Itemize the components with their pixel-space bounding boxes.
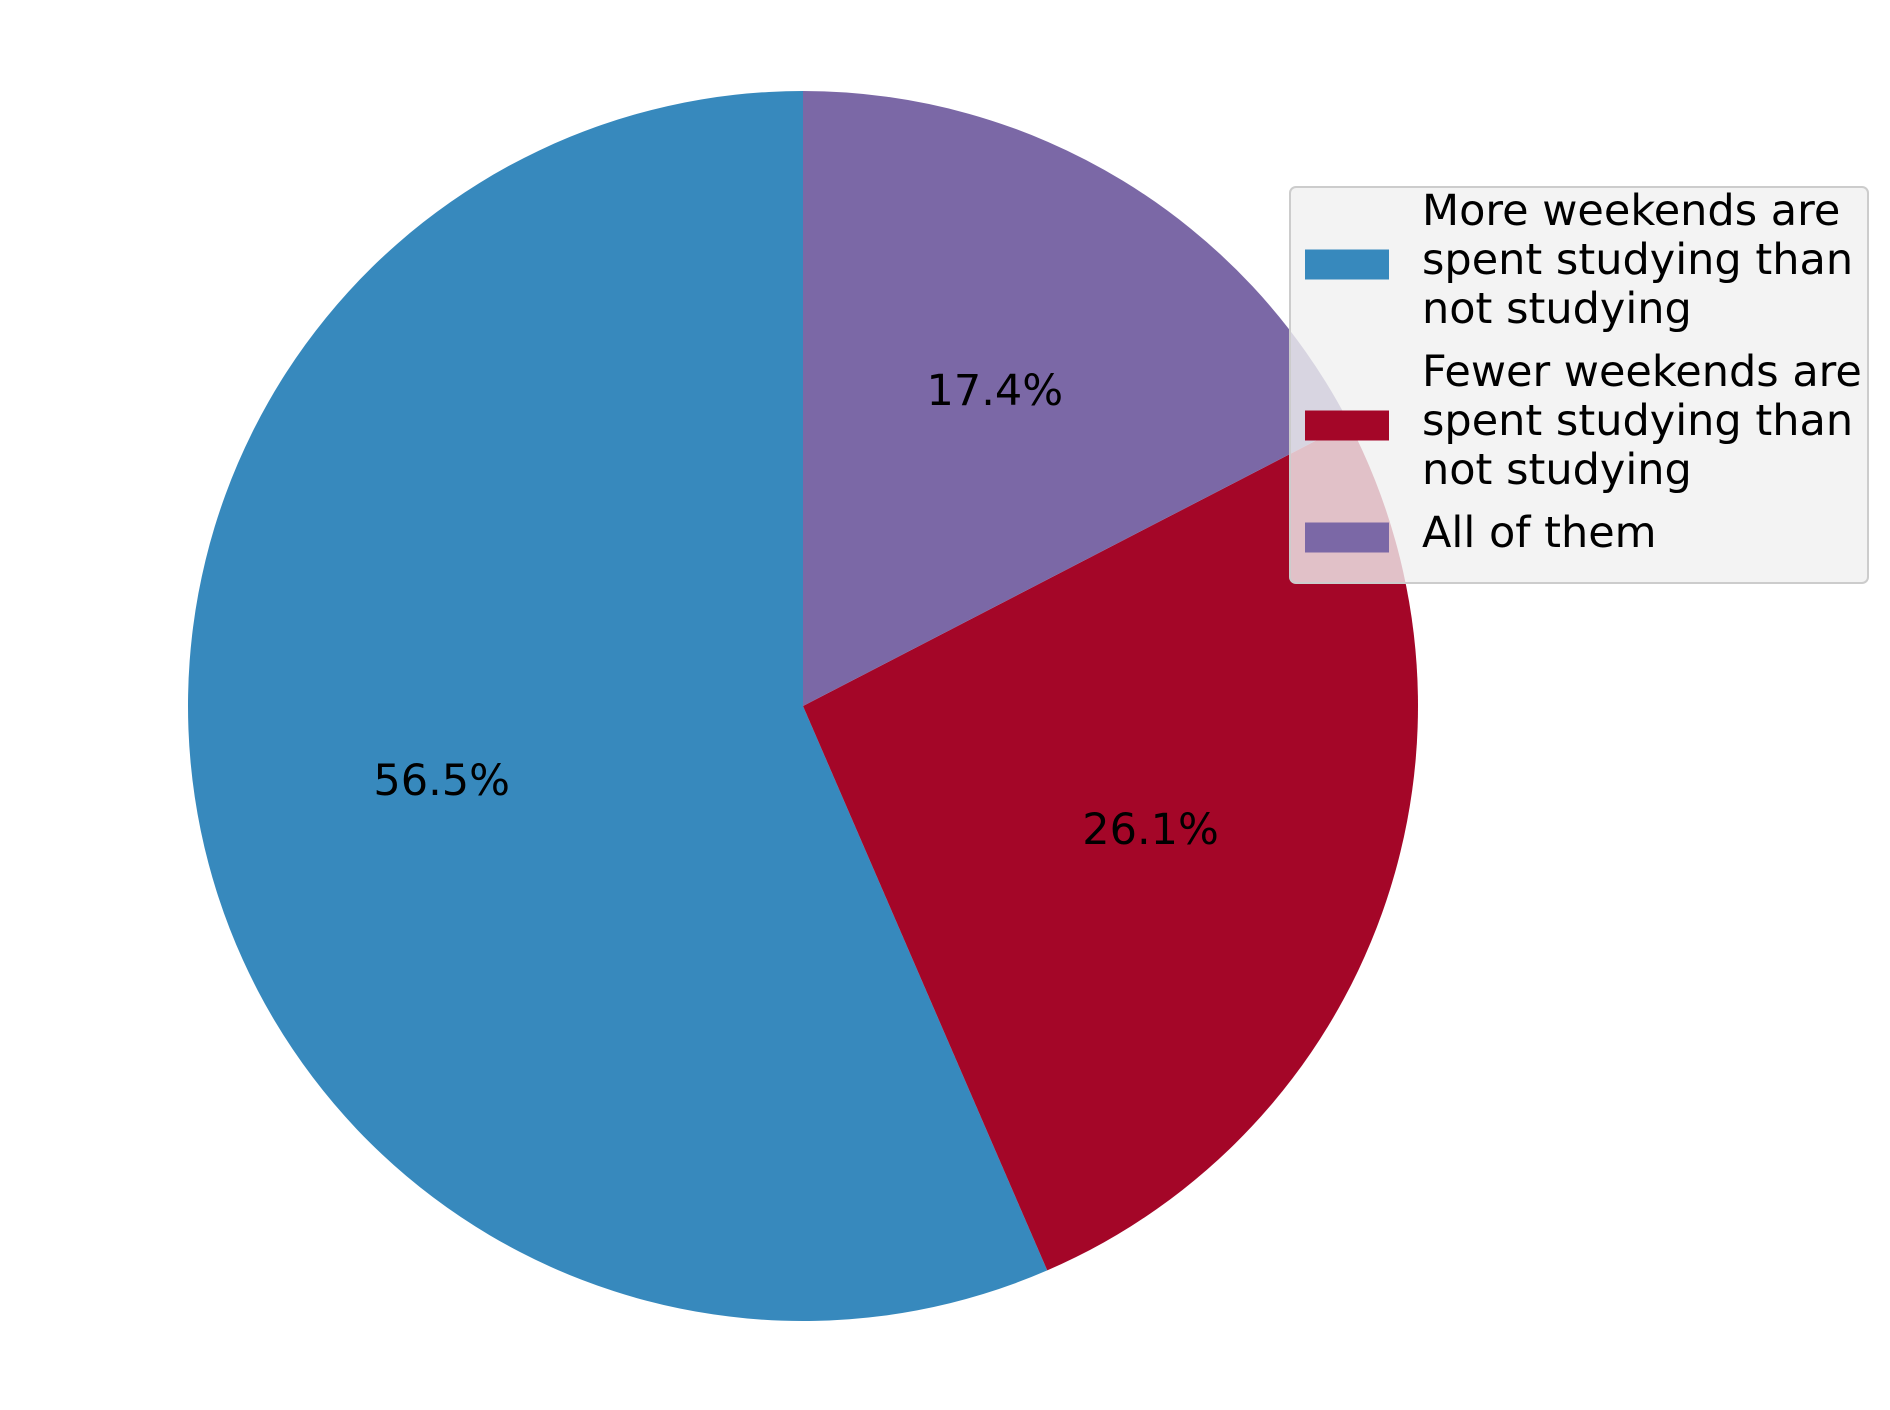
legend-swatch-2 <box>1305 522 1389 553</box>
legend-swatch-0 <box>1305 249 1389 280</box>
legend-label-1-line-2: not studying <box>1422 445 1692 495</box>
legend-label-1-line-0: Fewer weekends are <box>1422 347 1862 397</box>
pie-slices <box>187 90 1418 1322</box>
pie-slice-2 <box>803 91 1350 706</box>
pie-slice-1 <box>803 423 1418 1271</box>
slice-percent-labels: 56.5% 26.1% 17.4% <box>373 366 1219 855</box>
legend-label-1-line-1: spent studying than <box>1422 396 1853 446</box>
slice-percent-label-2: 17.4% <box>927 366 1064 416</box>
legend-label-0-line-1: spent studying than <box>1422 235 1853 285</box>
legend-frame <box>1289 186 1869 584</box>
slice-percent-label-0: 56.5% <box>373 756 510 806</box>
legend-label-2-line-0: All of them <box>1422 508 1657 558</box>
legend-swatch-1 <box>1305 410 1389 441</box>
legend-label-0-line-0: More weekends are <box>1422 186 1840 236</box>
legend-label-0-line-2: not studying <box>1422 284 1692 334</box>
pie-slice-0 <box>187 90 1048 1322</box>
slice-percent-label-1: 26.1% <box>1082 805 1219 855</box>
